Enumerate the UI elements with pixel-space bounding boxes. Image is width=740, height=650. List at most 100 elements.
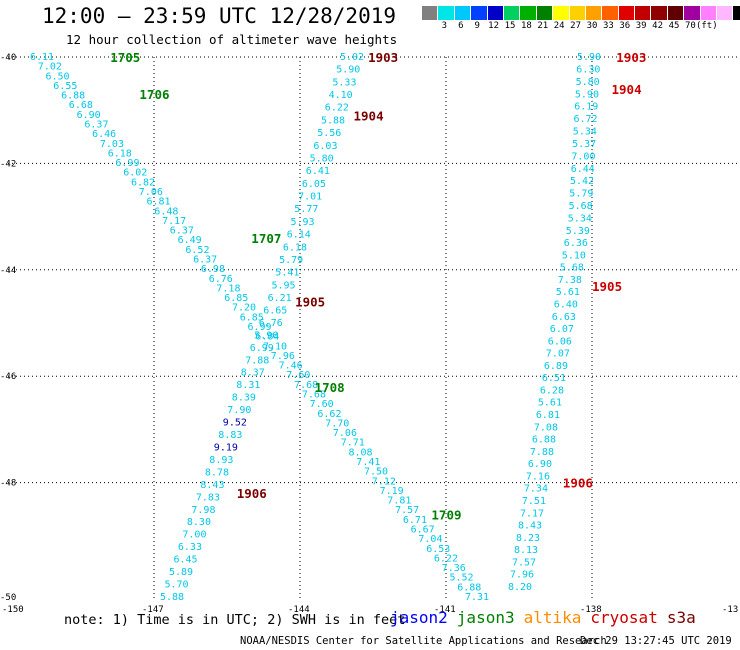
wave-height-value: 6.28: [540, 386, 564, 397]
wave-height-value: 6.55: [53, 81, 77, 92]
wave-height-value: 8.83: [218, 430, 242, 441]
color-scale-label: 9: [474, 21, 480, 31]
footer-credit: NOAA/NESDIS Center for Satellite Applica…: [240, 635, 607, 647]
track-id-label: 1904: [354, 109, 384, 124]
wave-height-value: 5.34: [568, 214, 592, 225]
wave-height-value: 6.72: [574, 114, 598, 125]
color-scale-label: 3: [441, 21, 448, 31]
wave-height-value: 5.93: [291, 217, 315, 228]
wave-height-value: 7.57: [512, 557, 536, 568]
wave-height-value: 6.50: [46, 71, 70, 82]
lat-lon-grid: [8, 56, 740, 600]
wave-height-value: 5.88: [160, 592, 184, 603]
wave-height-value: 7.88: [530, 447, 554, 458]
wave-height-value: 8.13: [514, 545, 538, 556]
wave-height-value: 7.46: [279, 361, 303, 372]
wave-height-value: 8.93: [209, 455, 233, 466]
wave-height-value: 5.33: [332, 77, 356, 88]
color-swatch: [487, 6, 504, 20]
wave-height-value: 6.37: [170, 226, 194, 237]
wave-height-value: 8.30: [187, 517, 211, 528]
legend-jason2: jason2: [390, 608, 448, 627]
wave-height-value: 6.84: [255, 332, 279, 343]
wave-height-value: 7.10: [263, 341, 287, 352]
wave-height-value: 7.36: [442, 563, 466, 574]
wave-height-value: 7.20: [232, 303, 256, 314]
wave-height-value: 6.52: [185, 245, 209, 256]
legend-s3a: s3a: [666, 608, 696, 627]
wave-height-value: 7.60: [286, 370, 310, 381]
wave-height-value: 6.45: [174, 555, 198, 566]
wave-height-value: 7.07: [546, 349, 570, 360]
wave-height-value: 7.90: [227, 405, 251, 416]
wave-height-value: 7.88: [245, 355, 269, 366]
color-scale-label: 12: [488, 21, 500, 31]
color-swatch: [471, 6, 488, 20]
wave-height-value: 8.31: [236, 380, 260, 391]
wave-height-value: 6.62: [317, 409, 341, 420]
wave-height-value: 5.95: [272, 280, 296, 291]
wave-height-value: 6.51: [542, 373, 566, 384]
color-swatch: [651, 6, 668, 20]
wave-height-value: 7.96: [271, 351, 295, 362]
color-swatch: [454, 6, 472, 20]
wave-height-value: 5.10: [562, 250, 586, 261]
wave-height-value: 6.46: [92, 129, 116, 140]
y-tick-label: -44: [0, 266, 16, 276]
track-id-labels: 1705 1706 1707 1708 1709 1903 1904 1905 1906 1903…: [110, 50, 646, 523]
track-id-label: 1707: [251, 231, 281, 246]
wave-height-value: 7.41: [356, 457, 380, 468]
wave-height-value: 7.70: [325, 418, 349, 429]
wave-height-value: 7.83: [196, 492, 220, 503]
wave-height-value: 7.96: [510, 570, 534, 581]
wave-height-value: 7.17: [520, 508, 544, 519]
wave-height-value: 5.68: [569, 201, 593, 212]
wave-height-value: 6.88: [457, 582, 481, 593]
color-swatch: [569, 6, 586, 20]
wave-height-value: 6.98: [201, 264, 225, 275]
wave-height-value: 7.00: [571, 151, 595, 162]
track-id-label: 1709: [431, 508, 461, 523]
legend-cryosat: cryosat: [590, 608, 658, 627]
color-swatch: [422, 6, 439, 20]
wave-height-value: 5.61: [538, 398, 562, 409]
legend-altika: altika: [523, 608, 582, 627]
color-swatch: [602, 6, 619, 20]
wave-height-value: 5.52: [450, 573, 474, 584]
wave-height-value: 6.02: [123, 168, 147, 179]
wave-height-value: 6.44: [571, 164, 595, 175]
wave-height-value: 5.34: [573, 127, 597, 138]
color-scale-labels: 3 6 9 12 15 18 21 24 27 30 33 36 39 42 45 70 (ft): [422, 21, 740, 35]
x-tick-label: -13: [722, 605, 738, 615]
wave-height-value: 7.06: [139, 187, 163, 198]
color-scale-label: 18: [520, 21, 532, 31]
wave-height-value: 6.41: [306, 166, 330, 177]
track-id-label: 1905: [592, 279, 622, 294]
color-swatch: [684, 6, 701, 20]
wave-height-value: 7.08: [534, 422, 558, 433]
wave-height-value: 6.37: [193, 255, 217, 266]
wave-height-value: 8.43: [518, 521, 542, 532]
wave-height-value: 7.71: [341, 438, 365, 449]
wave-height-value: 8.78: [205, 467, 229, 478]
track-id-label: 1906: [563, 476, 593, 491]
track-id-label: 1905: [295, 295, 325, 310]
wave-height-value: 7.19: [380, 486, 404, 497]
color-scale-label: 30: [586, 21, 598, 31]
axis-tick-labels: -150 -147 -144 -141 -138 -13 -40 -42 -44 -46 -48 -5…: [0, 53, 738, 615]
track-id-label: 1906: [237, 486, 267, 501]
page-title: 12:00 – 23:59 UTC 12/28/2019: [42, 4, 397, 28]
x-tick-label: -141: [434, 605, 456, 615]
wave-height-value: 5.90: [336, 65, 360, 76]
wave-height-value: 5.02: [340, 52, 364, 63]
wave-height-value: 6.14: [287, 230, 311, 241]
page-subtitle: 12 hour collection of altimeter wave hei…: [66, 32, 398, 47]
wave-height-value: 6.33: [178, 542, 202, 553]
wave-height-value: 6.53: [426, 544, 450, 555]
color-scale-label: 70: [684, 21, 696, 31]
wave-height-value: 5.37: [572, 139, 596, 150]
wave-height-value: 5.79: [569, 189, 593, 200]
wave-height-value: 8.43: [200, 480, 224, 491]
color-scale-label: 36: [619, 21, 631, 31]
wave-height-value: 6.99: [250, 343, 274, 354]
